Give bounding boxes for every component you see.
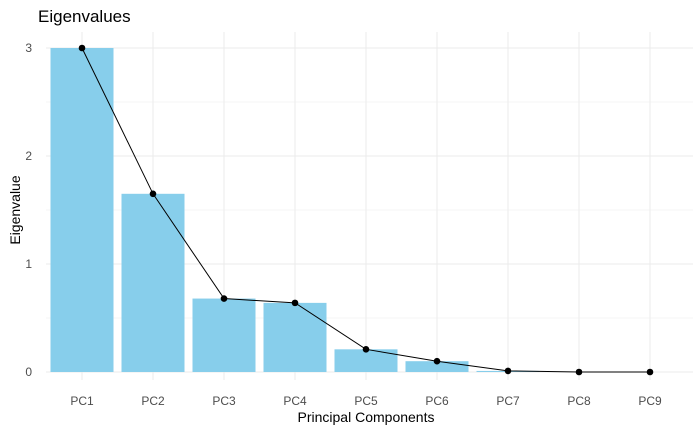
bar-pc3 bbox=[192, 298, 256, 372]
y-tick-label: 0 bbox=[25, 365, 32, 379]
point-pc2 bbox=[149, 190, 157, 198]
eigenvalue-points bbox=[78, 44, 654, 376]
bar-pc6 bbox=[405, 361, 469, 372]
point-pc6 bbox=[433, 357, 441, 365]
bar-pc4 bbox=[263, 302, 327, 372]
point-pc3 bbox=[220, 295, 228, 302]
x-tick-label: PC9 bbox=[638, 394, 662, 408]
y-axis-ticks: 0 1 2 3 bbox=[25, 41, 32, 379]
x-tick-label: PC5 bbox=[354, 394, 378, 408]
y-tick-label: 2 bbox=[25, 149, 32, 163]
y-tick-label: 1 bbox=[25, 257, 32, 271]
x-tick-label: PC2 bbox=[141, 394, 165, 408]
bar-pc2 bbox=[121, 193, 185, 372]
bars bbox=[50, 48, 540, 372]
chart-title: Eigenvalues bbox=[38, 7, 131, 26]
x-axis-ticks: PC1 PC2 PC3 PC4 PC5 PC6 PC7 PC8 PC9 bbox=[70, 394, 662, 408]
x-tick-label: PC6 bbox=[425, 394, 449, 408]
point-pc8 bbox=[575, 368, 583, 376]
x-tick-label: PC3 bbox=[212, 394, 236, 408]
point-pc1 bbox=[78, 44, 86, 52]
x-tick-label: PC4 bbox=[283, 394, 307, 408]
point-pc9 bbox=[646, 368, 654, 376]
x-tick-label: PC1 bbox=[70, 394, 94, 408]
point-pc7 bbox=[504, 367, 512, 375]
y-axis-title: Eigenvalue bbox=[7, 175, 23, 244]
bar-pc1 bbox=[50, 48, 114, 372]
point-pc4 bbox=[291, 299, 299, 307]
y-tick-label: 3 bbox=[25, 41, 32, 55]
x-tick-label: PC7 bbox=[496, 394, 520, 408]
gridlines bbox=[46, 32, 693, 380]
x-tick-label: PC8 bbox=[567, 394, 591, 408]
x-axis-title: Principal Components bbox=[298, 409, 435, 425]
bar-pc5 bbox=[334, 349, 398, 372]
point-pc5 bbox=[362, 346, 370, 353]
